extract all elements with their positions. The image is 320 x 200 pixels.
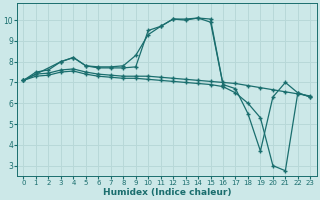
X-axis label: Humidex (Indice chaleur): Humidex (Indice chaleur) [103,188,231,197]
